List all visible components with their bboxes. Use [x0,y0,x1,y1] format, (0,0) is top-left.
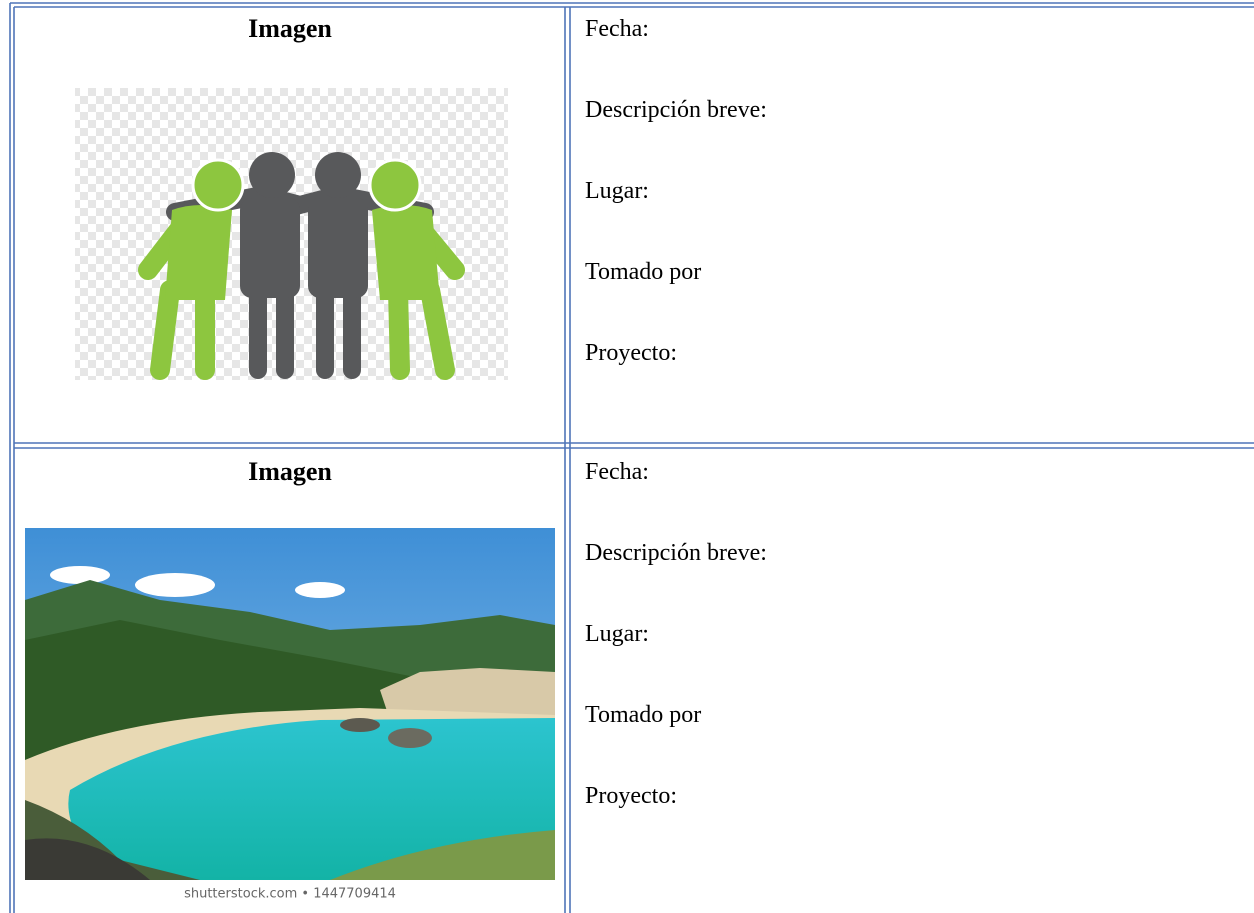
people-image [75,88,508,380]
field-label: Proyecto: [585,783,677,809]
table-border [9,2,1254,913]
field-label: Fecha: [585,16,649,42]
beach-image: shutterstock.com • 1447709414 [25,528,555,905]
image-heading: Imagen [248,457,332,486]
image-caption: shutterstock.com • 1447709414 [184,887,396,902]
field-label: Lugar: [585,621,649,647]
field-label: Lugar: [585,178,649,204]
field-label: Proyecto: [585,340,677,366]
image-heading: Imagen [248,14,332,43]
field-label: Descripción breve: [585,97,767,123]
field-label: Tomado por [585,259,702,285]
field-label: Descripción breve: [585,540,767,566]
field-label: Fecha: [585,459,649,485]
field-label: Tomado por [585,702,702,728]
